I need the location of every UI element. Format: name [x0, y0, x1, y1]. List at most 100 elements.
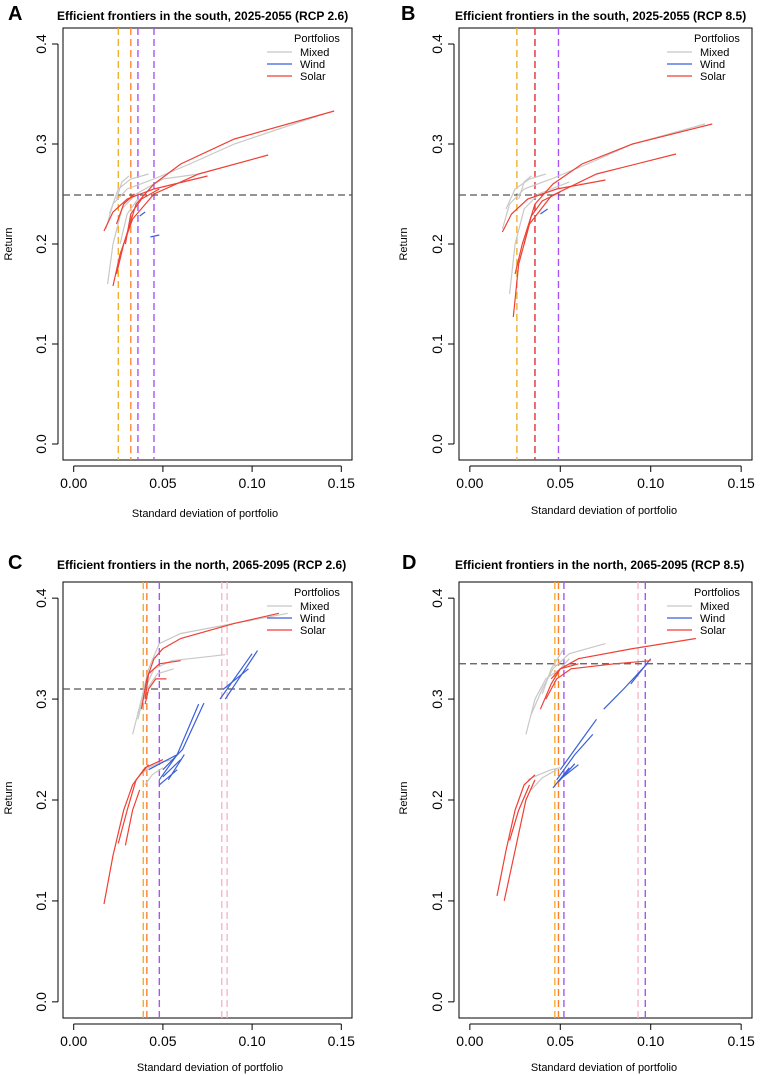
- x-axis-label: Standard deviation of portfolio: [132, 508, 278, 520]
- series-line-solar: [103, 759, 164, 905]
- series-line-wind: [552, 767, 570, 789]
- y-tick-label: 0.1: [33, 334, 49, 354]
- legend-label-mixed: Mixed: [700, 47, 729, 59]
- y-tick-label: 0.3: [429, 689, 445, 709]
- series-line-wind: [561, 764, 579, 779]
- y-tick-label: 0.0: [429, 992, 445, 1012]
- series-line-solar: [501, 179, 606, 233]
- x-tick-label: 0.15: [728, 1033, 755, 1049]
- x-axis-label: Standard deviation of portfolio: [531, 505, 677, 517]
- series-line-wind: [162, 759, 182, 778]
- x-tick-label: 0.05: [149, 1033, 176, 1049]
- plot-frame: [458, 581, 753, 1019]
- y-tick-label: 0.2: [429, 790, 445, 810]
- series-line-solar: [117, 764, 150, 844]
- series-line-solar: [523, 191, 561, 245]
- series-line-wind: [556, 734, 594, 781]
- series-line-solar: [115, 193, 135, 225]
- legend-title: Portfolios: [694, 587, 740, 599]
- legend-label-wind: Wind: [300, 613, 325, 625]
- x-tick-label: 0.15: [328, 1033, 355, 1049]
- series-line-mixed: [107, 173, 199, 285]
- series-line-mixed: [108, 173, 149, 215]
- legend-label-solar: Solar: [700, 71, 726, 83]
- legend-title: Portfolios: [294, 33, 340, 45]
- series-line-mixed: [141, 759, 174, 775]
- x-tick-label: 0.10: [238, 475, 265, 491]
- series-line-solar: [545, 660, 651, 700]
- legend-label-wind: Wind: [300, 59, 325, 71]
- series-line-wind: [148, 754, 178, 771]
- series-line-solar: [512, 153, 677, 318]
- legend-label-wind: Wind: [700, 613, 725, 625]
- series-line-wind: [223, 668, 249, 690]
- chart-title: Efficient frontiers in the north, 2065-2…: [57, 558, 346, 572]
- y-tick-label: 0.4: [33, 34, 49, 54]
- y-tick-label: 0.1: [429, 334, 445, 354]
- series-line-solar: [514, 123, 713, 275]
- y-tick-label: 0.0: [33, 434, 49, 454]
- y-axis-label: Return: [398, 781, 410, 814]
- series-line-solar: [144, 660, 181, 700]
- y-tick-label: 0.2: [429, 234, 445, 254]
- series-line-wind: [158, 703, 200, 781]
- legend-title: Portfolios: [694, 33, 740, 45]
- series-line-wind: [158, 769, 178, 786]
- x-tick-label: 0.15: [328, 475, 355, 491]
- y-tick-label: 0.0: [429, 434, 445, 454]
- plot-frame: [62, 581, 353, 1019]
- x-axis-label: Standard deviation of portfolio: [531, 1062, 677, 1074]
- x-tick-label: 0.05: [547, 475, 574, 491]
- y-axis-label: Return: [398, 227, 410, 260]
- panel-letter: A: [8, 3, 22, 25]
- panel-letter: B: [401, 3, 415, 25]
- series-line-solar: [115, 110, 335, 275]
- series-line-wind: [603, 663, 648, 710]
- legend-label-mixed: Mixed: [300, 601, 329, 613]
- legend-label-wind: Wind: [700, 59, 725, 71]
- x-tick-label: 0.10: [637, 475, 664, 491]
- series-line-solar: [496, 774, 536, 897]
- chart-title: Efficient frontiers in the south, 2025-2…: [57, 9, 348, 23]
- series-line-wind: [559, 718, 597, 771]
- series-line-mixed: [132, 612, 288, 735]
- series-line-mixed: [530, 643, 606, 715]
- series-line-mixed: [505, 173, 546, 210]
- legend-label-solar: Solar: [700, 625, 726, 637]
- panel-d: D Efficient frontiers in the north, 2065-…: [398, 552, 755, 1074]
- plot-area: [459, 28, 752, 460]
- panel-c: C Efficient frontiers in the north, 2065-…: [3, 552, 355, 1074]
- y-tick-label: 0.3: [33, 134, 49, 154]
- y-tick-label: 0.4: [429, 34, 445, 54]
- series-line-wind: [162, 702, 205, 771]
- series-line-solar: [509, 784, 531, 841]
- series-line-mixed: [144, 767, 164, 786]
- y-axis-label: Return: [3, 781, 15, 814]
- series-line-wind: [540, 208, 548, 215]
- plot-area: [459, 582, 752, 1018]
- x-tick-label: 0.05: [149, 475, 176, 491]
- series-line-solar: [124, 188, 160, 245]
- series-line-solar: [112, 154, 269, 287]
- chart-title: Efficient frontiers in the north, 2065-2…: [455, 558, 744, 572]
- series-line-mixed: [541, 648, 565, 695]
- plot-frame: [62, 27, 353, 461]
- y-tick-label: 0.3: [429, 134, 445, 154]
- y-tick-label: 0.1: [33, 891, 49, 911]
- panel-letter: D: [402, 552, 416, 574]
- x-tick-label: 0.00: [456, 1033, 483, 1049]
- legend-label-mixed: Mixed: [700, 601, 729, 613]
- series-line-solar: [503, 779, 536, 902]
- series-line-solar: [539, 637, 696, 710]
- series-line-mixed: [530, 769, 557, 791]
- plot-area: [63, 582, 352, 1018]
- legend-label-solar: Solar: [300, 625, 326, 637]
- series-line-mixed: [119, 198, 139, 245]
- series-line-solar: [124, 789, 141, 846]
- panel-b: B Efficient frontiers in the south, 2025-…: [398, 3, 755, 517]
- x-tick-label: 0.10: [238, 1033, 265, 1049]
- y-tick-label: 0.2: [33, 790, 49, 810]
- y-tick-label: 0.4: [33, 588, 49, 608]
- series-line-solar: [550, 663, 579, 680]
